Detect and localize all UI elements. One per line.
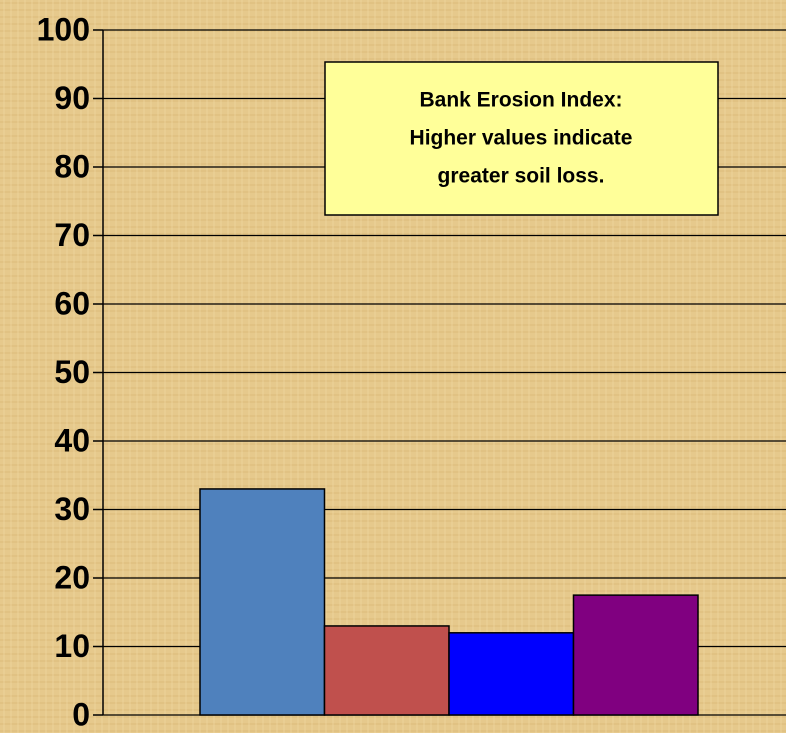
bar bbox=[572, 594, 699, 716]
bar bbox=[323, 625, 450, 716]
y-tick-label: 70 bbox=[54, 217, 90, 253]
y-tick-label: 30 bbox=[54, 491, 90, 527]
annotation-line: greater soil loss. bbox=[438, 165, 605, 188]
bar bbox=[448, 632, 575, 716]
y-tick-label: 100 bbox=[37, 11, 90, 47]
y-tick-label: 20 bbox=[54, 559, 90, 595]
y-tick-label: 60 bbox=[54, 285, 90, 321]
y-tick-label: 50 bbox=[54, 354, 90, 390]
y-tick-label: 90 bbox=[54, 80, 90, 116]
y-tick-label: 0 bbox=[72, 696, 90, 732]
y-tick-label: 10 bbox=[54, 628, 90, 664]
annotation-line: Higher values indicate bbox=[410, 127, 633, 150]
bar bbox=[199, 488, 326, 716]
annotation-line: Bank Erosion Index: bbox=[419, 89, 622, 112]
y-tick-label: 40 bbox=[54, 422, 90, 458]
y-tick-label: 80 bbox=[54, 148, 90, 184]
annotation-box bbox=[324, 61, 719, 216]
